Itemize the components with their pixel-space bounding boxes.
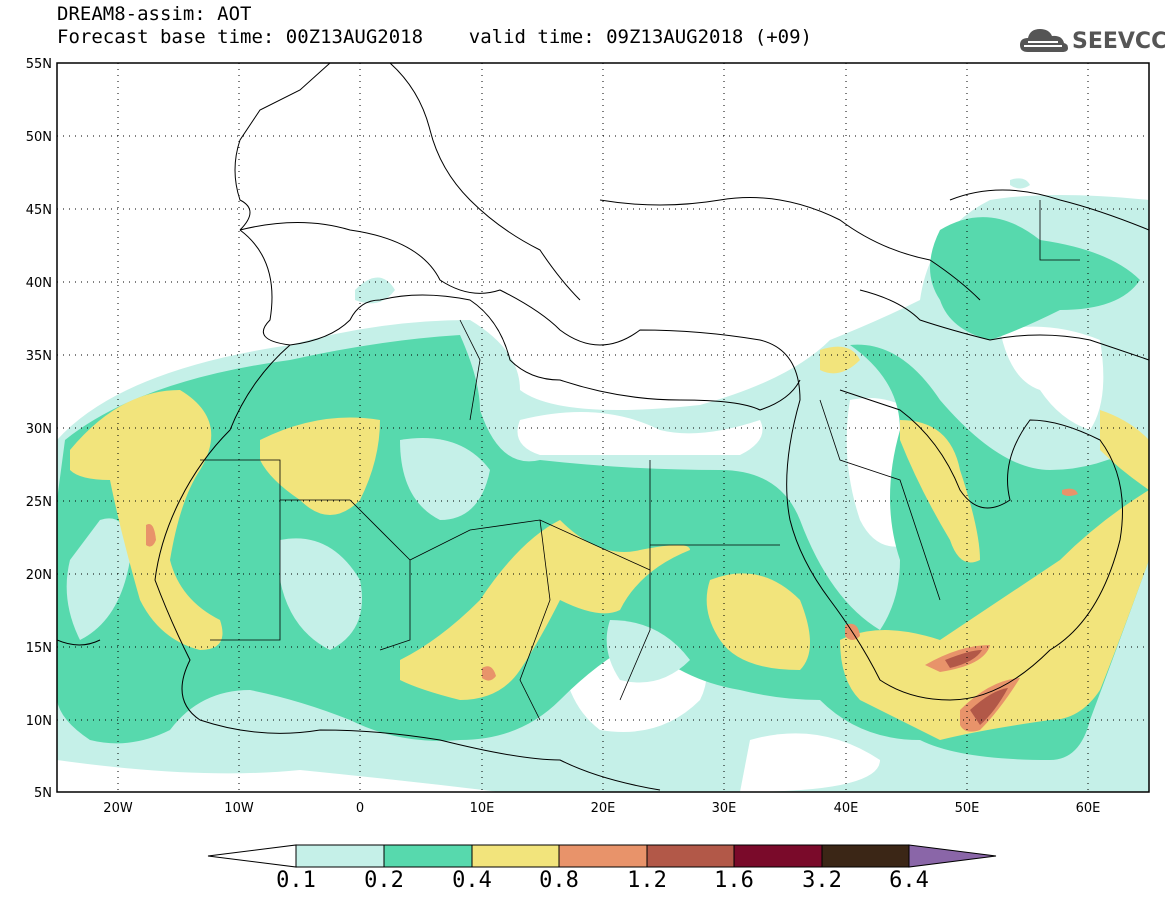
colorbar-segment	[383, 844, 473, 868]
lat-label: 20N	[26, 568, 52, 583]
gridlines	[57, 63, 1149, 792]
lat-label: 5N	[34, 786, 52, 801]
colorbar-label: 1.2	[627, 868, 667, 893]
lon-label: 30E	[712, 801, 737, 816]
lat-label: 35N	[26, 349, 52, 364]
lon-label: 10W	[224, 801, 254, 816]
lon-label: 50E	[955, 801, 980, 816]
map-title: DREAM8-assim: AOT	[57, 3, 252, 25]
colorbar-segment	[733, 844, 823, 868]
map-frame	[56, 62, 1150, 793]
lon-label: 10E	[470, 801, 495, 816]
lon-label: 20E	[591, 801, 616, 816]
colorbar-label: 3.2	[802, 868, 842, 893]
lat-label: 50N	[26, 130, 52, 145]
forecast-time-info: Forecast base time: 00Z13AUG2018 valid t…	[57, 26, 812, 48]
lon-label: 0	[356, 801, 364, 816]
lat-label: 30N	[26, 422, 52, 437]
lat-label: 55N	[26, 57, 52, 72]
colorbar	[207, 844, 997, 868]
lat-label: 15N	[26, 641, 52, 656]
colorbar-segment	[295, 844, 385, 868]
colorbar-low-arrow	[207, 844, 297, 868]
coastlines	[57, 63, 1149, 791]
country-borders	[200, 200, 1080, 721]
colorbar-segment	[646, 844, 735, 868]
aot-contours	[57, 178, 1149, 792]
seevccc-logo: SEEVCCC	[1018, 24, 1165, 58]
logo-text: SEEVCCC	[1072, 29, 1165, 54]
colorbar-label: 0.2	[364, 868, 404, 893]
lon-axis-labels: 20W 10W 0 10E 20E 30E 40E 50E 60E	[103, 801, 1100, 816]
lat-label: 45N	[26, 203, 52, 218]
colorbar-label: 0.4	[452, 868, 492, 893]
lat-label: 40N	[26, 276, 52, 291]
lat-axis-labels: 55N 50N 45N 40N 35N 30N 25N 20N 15N 10N …	[26, 57, 52, 801]
colorbar-high-arrow	[908, 844, 997, 868]
cloud-icon	[1020, 29, 1068, 52]
colorbar-label: 6.4	[889, 868, 929, 893]
colorbar-segment	[471, 844, 560, 868]
colorbar-segment	[558, 844, 648, 868]
colorbar-label: 0.8	[539, 868, 579, 893]
lat-label: 10N	[26, 714, 52, 729]
lon-label: 20W	[103, 801, 133, 816]
colorbar-label: 0.1	[276, 868, 316, 893]
lon-label: 40E	[834, 801, 859, 816]
lat-label: 25N	[26, 495, 52, 510]
colorbar-label: 1.6	[714, 868, 754, 893]
lon-label: 60E	[1076, 801, 1101, 816]
colorbar-segment	[821, 844, 910, 868]
